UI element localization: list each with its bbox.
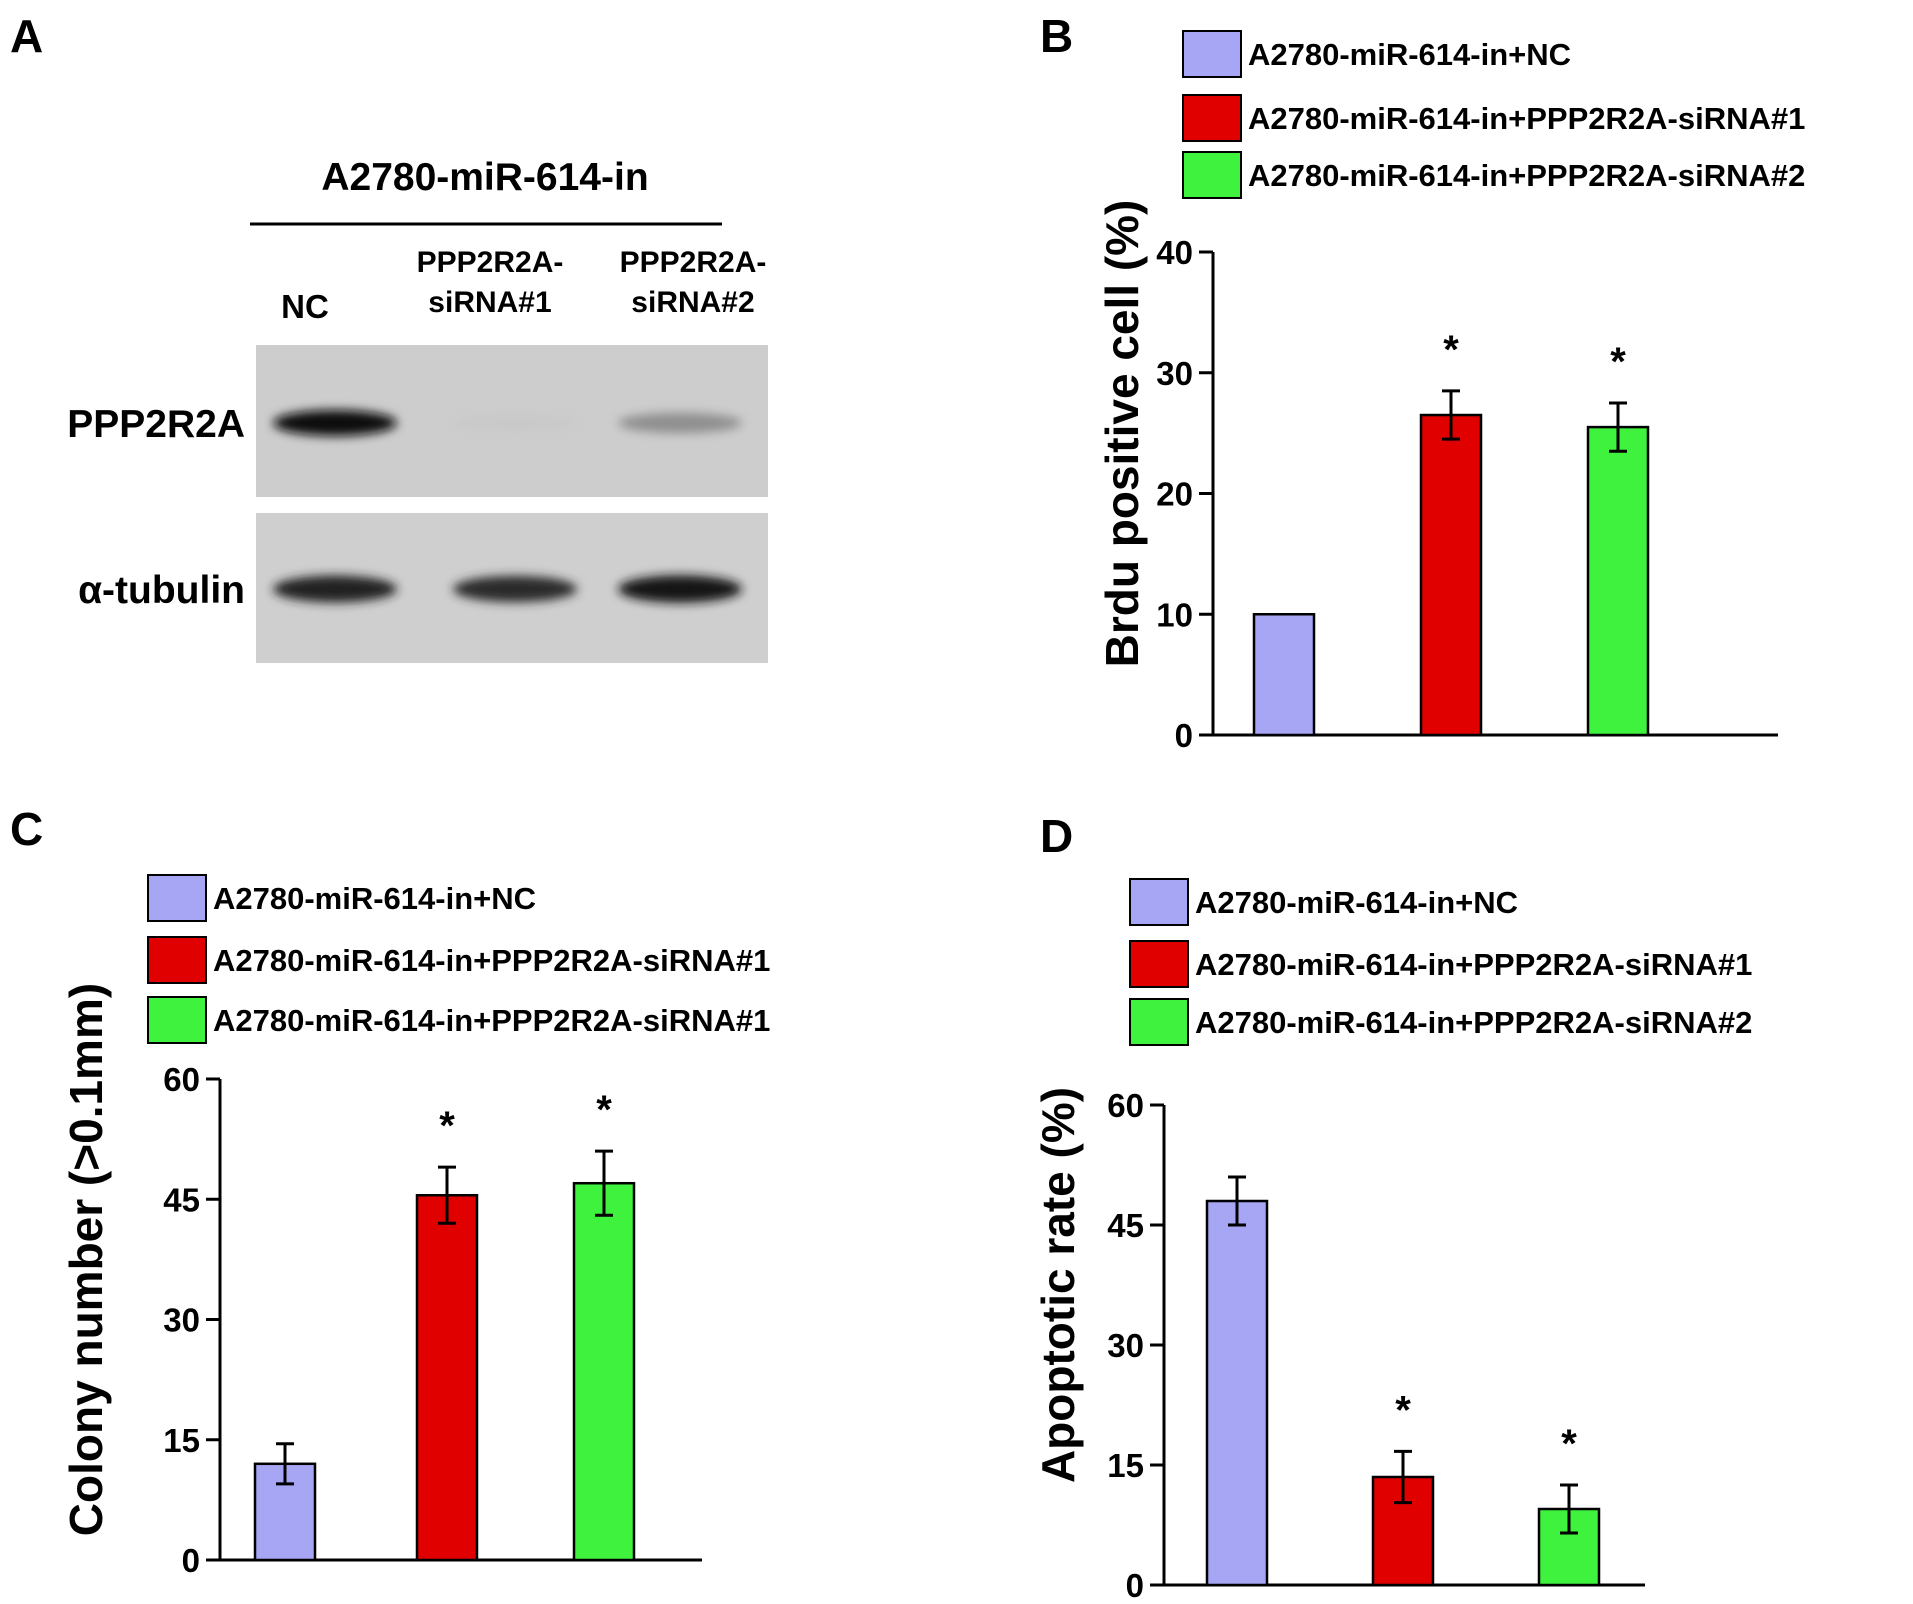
legend-swatch: [1182, 151, 1242, 199]
legend-label: A2780-miR-614-in+PPP2R2A-siRNA#1: [213, 943, 770, 978]
panel-label-c: C: [10, 803, 43, 855]
bar: [1586, 425, 1650, 737]
blot-band: [273, 575, 397, 603]
blot-band: [453, 414, 577, 432]
significance-marker: *: [1610, 340, 1626, 384]
y-tick-label: 45: [163, 1181, 200, 1218]
y-tick-label: 60: [163, 1061, 200, 1098]
lane-label-nc: NC: [281, 288, 329, 325]
significance-marker: *: [596, 1088, 612, 1132]
legend-label: A2780-miR-614-in+PPP2R2A-siRNA#1: [1248, 101, 1805, 136]
panel-label-b: B: [1040, 10, 1073, 62]
legend-label: A2780-miR-614-in+NC: [1195, 885, 1518, 920]
y-tick-label: 40: [1156, 234, 1193, 271]
blot-band: [453, 575, 577, 603]
y-tick-label: 20: [1156, 476, 1193, 513]
y-axis-label: Brdu positive cell (%): [1096, 200, 1148, 668]
legend-swatch: [1129, 878, 1189, 926]
y-tick-label: 30: [1107, 1327, 1144, 1364]
legend-label: A2780-miR-614-in+PPP2R2A-siRNA#2: [1195, 1005, 1752, 1040]
significance-marker: *: [1561, 1422, 1577, 1466]
bar: [1205, 1199, 1269, 1587]
y-axis-label: Colony number (>0.1mm): [60, 983, 112, 1536]
legend-swatch: [147, 936, 207, 984]
significance-marker: *: [439, 1104, 455, 1148]
legend-swatch: [1182, 30, 1242, 78]
blot-header: A2780-miR-614-in: [321, 156, 648, 199]
y-tick-label: 15: [163, 1422, 200, 1459]
y-tick-label: 30: [163, 1302, 200, 1339]
legend-swatch: [1129, 998, 1189, 1046]
y-tick-label: 60: [1107, 1087, 1144, 1124]
chart-apoptosis: A2780-miR-614-in+NC A2780-miR-614-in+PPP2…: [1032, 878, 1752, 1604]
blot-band: [618, 575, 742, 603]
legend-label: A2780-miR-614-in+PPP2R2A-siRNA#2: [1248, 158, 1805, 193]
bar: [572, 1181, 636, 1562]
lane-label-sirna2-line2: siRNA#2: [631, 286, 754, 319]
y-axis-label: Apoptotic rate (%): [1032, 1087, 1084, 1483]
lane-label-sirna1-line1: PPP2R2A-: [417, 246, 564, 279]
blot-band: [618, 412, 742, 434]
y-tick-label: 15: [1107, 1447, 1144, 1484]
lane-label-sirna2-line1: PPP2R2A-: [620, 246, 767, 279]
legend-label: A2780-miR-614-in+PPP2R2A-siRNA#1: [213, 1003, 770, 1038]
y-tick-label: 0: [182, 1542, 200, 1579]
bar: [415, 1193, 479, 1562]
y-tick-label: 30: [1156, 355, 1193, 392]
panel-label-a: A: [10, 10, 43, 62]
y-tick-label: 0: [1126, 1567, 1144, 1604]
y-tick-label: 45: [1107, 1207, 1144, 1244]
significance-marker: *: [1443, 328, 1459, 372]
row-label-ppp2r2a: PPP2R2A: [67, 403, 245, 446]
lane-label-sirna1-line2: siRNA#1: [428, 286, 551, 319]
chart-colony: A2780-miR-614-in+NC A2780-miR-614-in+PPP2…: [60, 874, 770, 1579]
legend-label: A2780-miR-614-in+PPP2R2A-siRNA#1: [1195, 947, 1752, 982]
legend-swatch: [147, 996, 207, 1044]
chart-brdu: A2780-miR-614-in+NC A2780-miR-614-in+PPP2…: [1096, 30, 1805, 754]
legend-swatch: [1129, 940, 1189, 988]
blot-band: [273, 410, 397, 436]
western-blot-panel: A2780-miR-614-in NC PPP2R2A- siRNA#1 PPP…: [67, 156, 768, 663]
panel-label-d: D: [1040, 810, 1073, 862]
significance-marker: *: [1395, 1388, 1411, 1432]
bar: [1419, 413, 1483, 737]
row-label-tubulin: α-tubulin: [78, 569, 245, 612]
y-tick-label: 10: [1156, 596, 1193, 633]
legend-label: A2780-miR-614-in+NC: [1248, 37, 1571, 72]
y-tick-label: 0: [1175, 717, 1193, 754]
legend-swatch: [147, 874, 207, 922]
bar: [1252, 613, 1316, 737]
legend-label: A2780-miR-614-in+NC: [213, 881, 536, 916]
legend-swatch: [1182, 94, 1242, 142]
